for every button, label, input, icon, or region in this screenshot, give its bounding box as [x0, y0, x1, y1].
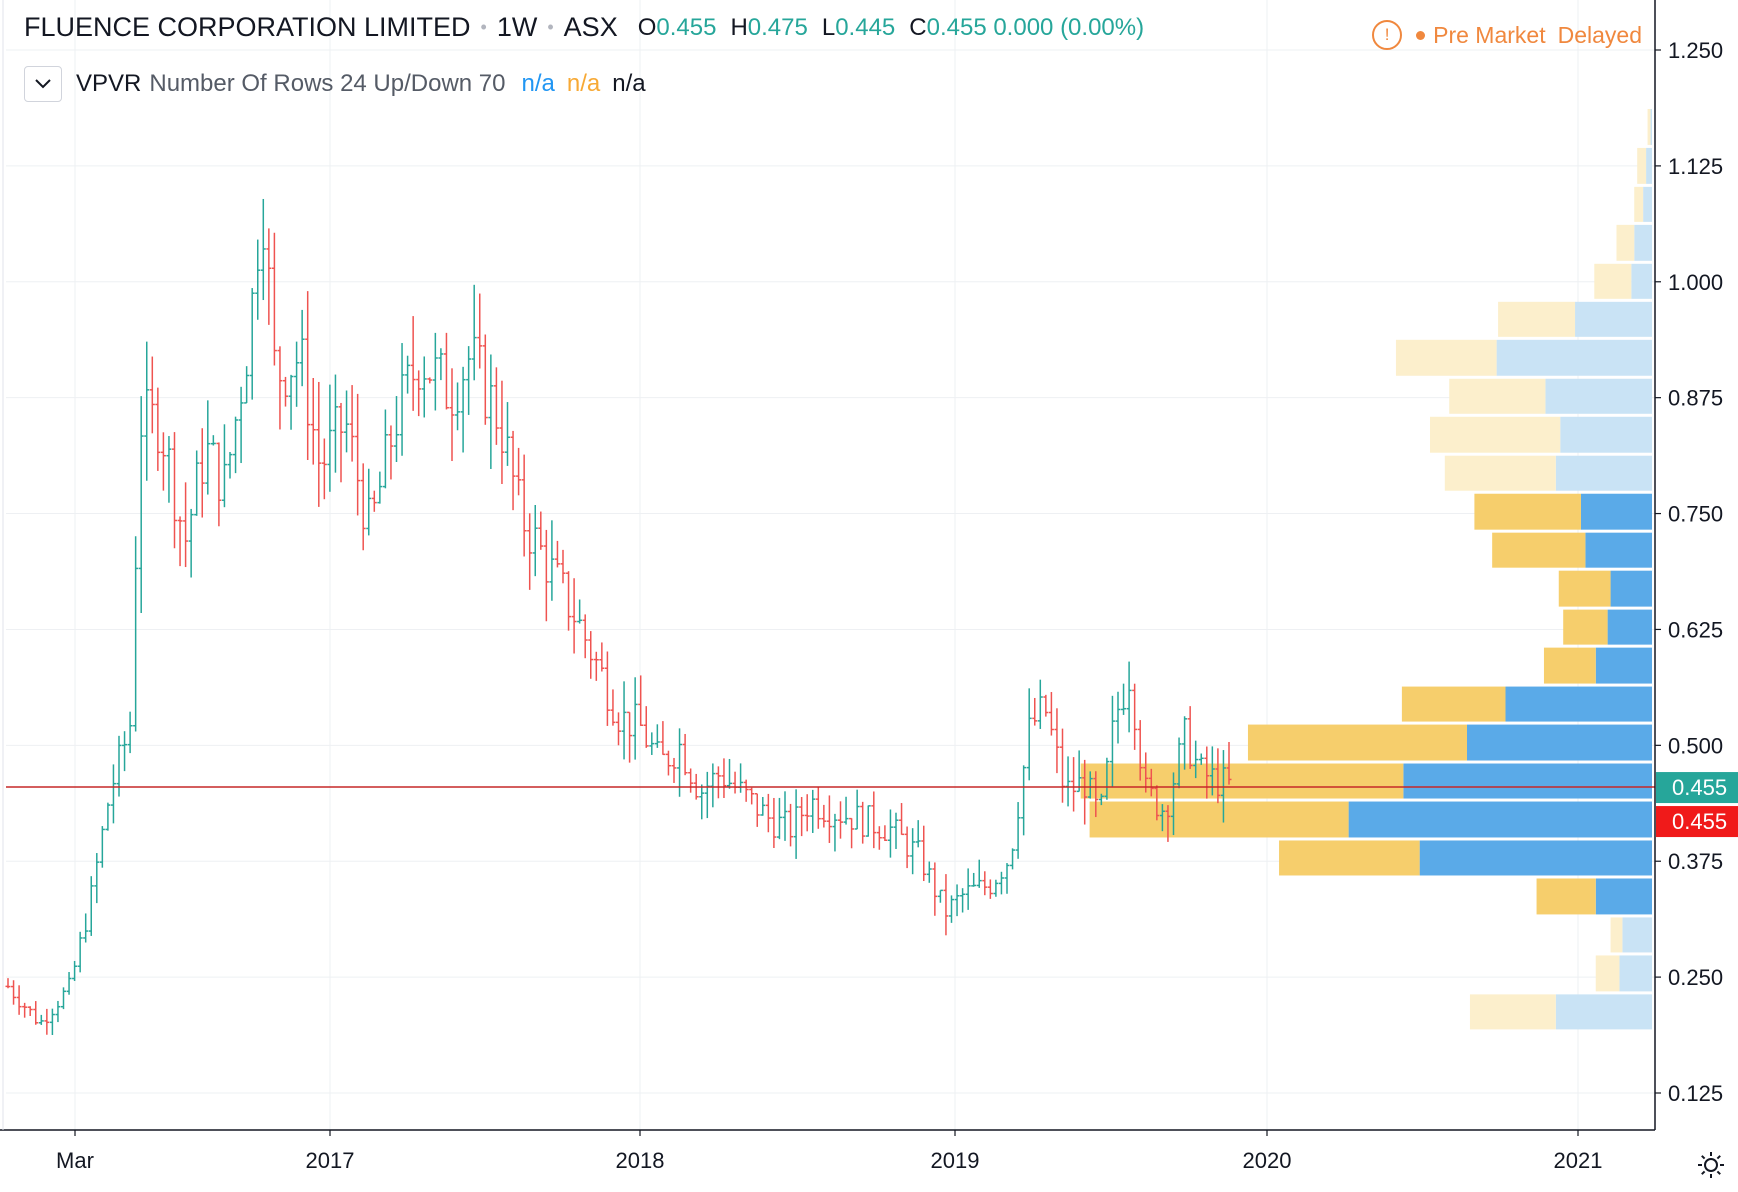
volume-profile-up-bar	[1610, 570, 1652, 607]
volume-profile-up-bar	[1595, 647, 1652, 684]
last-price-badge	[1656, 772, 1738, 804]
volume-profile-up-bar	[1585, 532, 1652, 568]
volume-profile-down-bar	[1279, 840, 1420, 876]
symbol-name[interactable]: FLUENCE CORPORATION LIMITED	[24, 12, 471, 42]
ohlc-low-label: L	[821, 13, 836, 41]
time-tick-label: 2021	[1554, 1148, 1603, 1173]
price-tick-label: 0.875	[1668, 386, 1723, 411]
volume-profile-up-bar	[1575, 301, 1652, 337]
indicator-legend-row: VPVR Number Of Rows 24 Up/Down 70 n/a n/…	[24, 66, 646, 102]
market-status[interactable]: ! Pre Market Delayed	[1372, 20, 1642, 50]
volume-profile-up-bar	[1631, 263, 1652, 299]
price-tick-label: 0.500	[1668, 733, 1723, 758]
pre-market-label: Pre Market	[1433, 21, 1546, 48]
volume-profile-up-bar	[1419, 840, 1652, 876]
time-tick-label: Mar	[56, 1148, 94, 1173]
ohlc-close-value: 0.455 0.000 (0.00%)	[926, 13, 1145, 41]
ohlc-open-value: 0.455	[656, 13, 717, 41]
ohlc-open-label: O	[637, 13, 657, 41]
indicator-name[interactable]: VPVR	[76, 70, 142, 97]
volume-profile-up-bar	[1646, 147, 1652, 184]
settings-gear-icon[interactable]	[1696, 1150, 1726, 1180]
volume-profile-up-bar	[1643, 186, 1652, 222]
volume-profile-down-bar	[1469, 994, 1556, 1030]
indicator-value-total: n/a	[612, 70, 646, 97]
volume-profile-down-bar	[1089, 801, 1349, 838]
indicator-params: Number Of Rows 24 Up/Down 70	[149, 70, 506, 97]
volume-profile-down-bar	[1492, 532, 1586, 568]
volume-profile-down-bar	[1401, 686, 1506, 722]
indicator-value-up: n/a	[521, 70, 555, 97]
warning-circle-icon[interactable]: !	[1372, 20, 1403, 50]
price-tick-label: 0.375	[1668, 849, 1723, 874]
volume-profile-up-bar	[1595, 878, 1652, 915]
volume-profile-up-bar	[1622, 917, 1652, 953]
exchange-label: ASX	[563, 12, 618, 42]
volume-profile-down-bar	[1594, 263, 1632, 299]
volume-profile-down-bar	[1616, 224, 1635, 261]
time-tick-label: 2018	[616, 1148, 665, 1173]
volume-profile-up-bar	[1348, 801, 1652, 838]
close-price-badge	[1656, 806, 1738, 838]
volume-profile-up-bar	[1467, 724, 1652, 761]
volume-profile-up-bar	[1607, 609, 1652, 645]
status-dot-icon	[1416, 30, 1426, 40]
volume-profile-up-bar	[1634, 224, 1652, 261]
volume-profile-down-bar	[1558, 570, 1611, 607]
price-tick-label: 0.750	[1668, 502, 1723, 527]
volume-profile-down-bar	[1430, 416, 1561, 453]
volume-profile-down-bar	[1474, 493, 1581, 530]
separator-dot: •	[480, 17, 487, 37]
ohlc-close-label: C	[909, 13, 927, 41]
volume-profile-down-bar	[1080, 763, 1404, 799]
volume-profile-up-bar	[1555, 994, 1652, 1030]
volume-profile-up-bar	[1545, 378, 1652, 414]
close-price-label: 0.455	[1672, 809, 1727, 834]
volume-profile-up-bar	[1505, 686, 1652, 722]
price-tick-label: 0.125	[1668, 1081, 1723, 1106]
volume-profile-up-bar	[1496, 339, 1652, 376]
symbol-title-row: FLUENCE CORPORATION LIMITED • 1W • ASX O…	[24, 12, 1158, 43]
volume-profile-down-bar	[1449, 378, 1546, 414]
price-tick-label: 1.250	[1668, 38, 1723, 63]
price-tick-label: 1.125	[1668, 154, 1723, 179]
volume-profile-down-bar	[1498, 301, 1576, 337]
time-tick-label: 2020	[1243, 1148, 1292, 1173]
volume-profile-down-bar	[1536, 878, 1596, 915]
indicator-value-down: n/a	[566, 70, 601, 97]
volume-profile-down-bar	[1647, 108, 1651, 145]
volume-profile-up-bar	[1619, 955, 1652, 992]
time-tick-label: 2019	[931, 1148, 980, 1173]
volume-profile-up-bar	[1580, 493, 1652, 530]
volume-profile-down-bar	[1610, 917, 1623, 953]
volume-profile-up-bar	[1650, 108, 1652, 145]
volume-profile-down-bar	[1637, 147, 1647, 184]
ohlc-low-value: 0.445	[835, 13, 896, 41]
volume-profile-down-bar	[1543, 647, 1596, 684]
price-tick-label: 0.250	[1668, 965, 1723, 990]
volume-profile-down-bar	[1563, 609, 1608, 645]
volume-profile-up-bar	[1560, 416, 1652, 453]
volume-profile-up-bar	[1403, 763, 1652, 799]
chevron-down-icon[interactable]	[24, 66, 62, 102]
volume-profile-down-bar	[1634, 186, 1644, 222]
price-tick-label: 1.000	[1668, 270, 1723, 295]
volume-profile-down-bar	[1395, 339, 1497, 376]
time-tick-label: 2017	[306, 1148, 355, 1173]
volume-profile-down-bar	[1444, 455, 1556, 491]
price-tick-label: 0.625	[1668, 617, 1723, 642]
last-price-label: 0.455	[1672, 775, 1727, 800]
delayed-label: Delayed	[1557, 21, 1642, 48]
volume-profile-up-bar	[1555, 455, 1652, 491]
separator-dot: •	[547, 17, 554, 37]
ohlc-high-value: 0.475	[747, 13, 808, 41]
ohlc-high-label: H	[730, 13, 748, 41]
volume-profile-down-bar	[1595, 955, 1620, 992]
timeframe-label[interactable]: 1W	[496, 12, 538, 42]
volume-profile-down-bar	[1247, 724, 1467, 761]
